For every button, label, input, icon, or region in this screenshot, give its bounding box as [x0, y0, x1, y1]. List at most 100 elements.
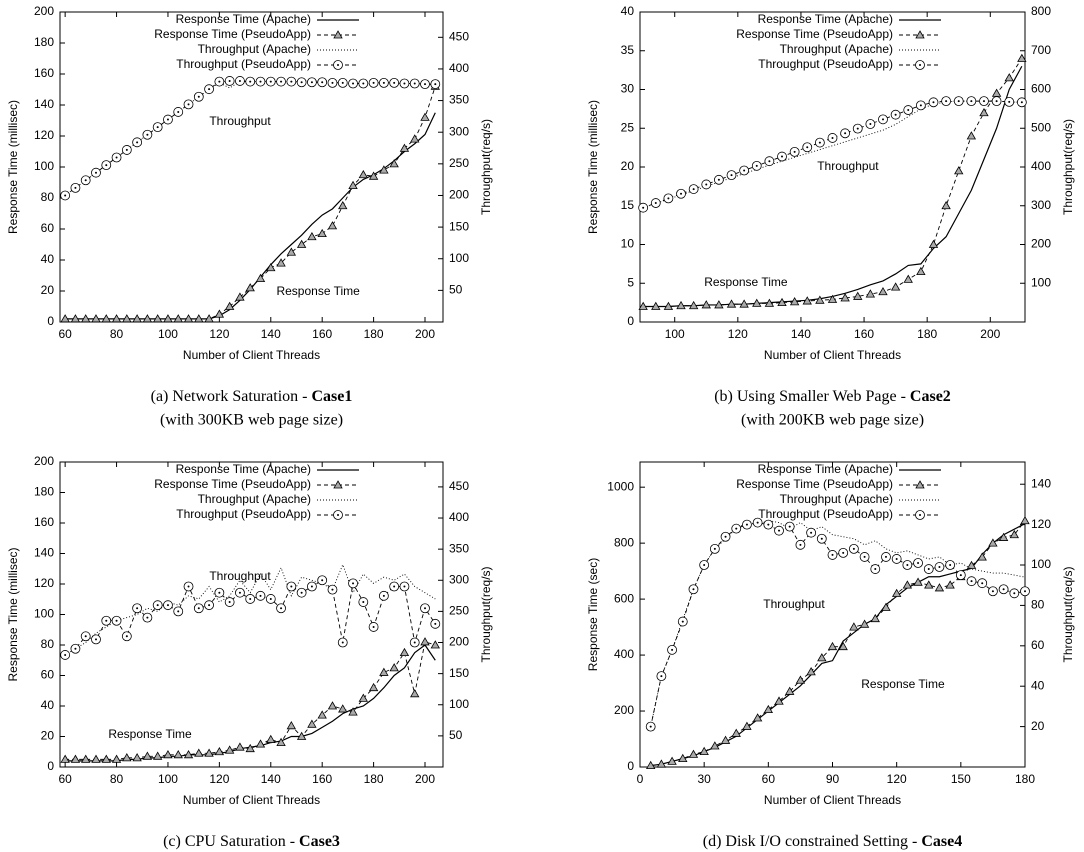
x-tick-label: 100: [158, 772, 178, 786]
circle-marker: [941, 96, 952, 107]
circle-marker: [878, 114, 888, 125]
circle-marker-dot: [249, 80, 252, 83]
annotation: Throughput: [209, 114, 271, 128]
circle-marker-dot: [756, 521, 759, 524]
circle-marker-dot: [259, 80, 262, 83]
x-tick-label: 80: [110, 772, 124, 786]
circle-marker-dot: [681, 620, 684, 623]
triangle-marker: [245, 283, 255, 292]
triangle-marker: [420, 112, 430, 121]
circle-marker-dot: [831, 136, 834, 139]
x-tick-label: 60: [58, 772, 72, 786]
circle-marker: [235, 587, 245, 598]
circle-marker-dot: [724, 535, 727, 538]
circle-marker-dot: [768, 160, 771, 163]
triangle-marker: [1017, 53, 1027, 62]
circle-marker: [183, 99, 194, 110]
circle-marker: [163, 114, 173, 125]
y2-tick-label: 40: [1031, 678, 1045, 692]
y-tick-label: 40: [41, 698, 55, 712]
y-tick-label: 5: [627, 275, 634, 289]
circle-marker-dot: [660, 675, 663, 678]
circle-marker: [173, 107, 184, 117]
triangle-marker: [214, 309, 225, 318]
circle-marker: [163, 600, 173, 611]
y-tick-label: 140: [34, 546, 54, 560]
y-axis-label: Response Time (sec): [586, 558, 600, 671]
triangle-marker: [859, 619, 870, 628]
y2-axis-label: Throughput(req/s): [1061, 119, 1075, 215]
circle-marker-dot: [927, 568, 930, 571]
triangle-marker: [389, 663, 399, 672]
circle-marker: [235, 76, 245, 86]
triangle-marker: [941, 200, 951, 210]
triangle-marker: [752, 713, 763, 722]
y-tick-label: 60: [41, 221, 55, 235]
y-tick-label: 600: [614, 591, 634, 605]
triangle-marker: [699, 746, 709, 756]
circle-marker-dot: [703, 564, 706, 567]
triangle-marker: [399, 647, 410, 657]
circle-marker: [777, 151, 787, 162]
caption: (c) CPU Saturation - Case3: [163, 833, 340, 850]
y-tick-label: 120: [34, 576, 54, 590]
y-tick-label: 15: [621, 198, 635, 212]
triangle-marker: [430, 640, 440, 649]
triangle-marker: [916, 266, 926, 276]
legend-label: Response Time (PseudoApp): [736, 477, 893, 491]
circle-marker-dot: [434, 622, 437, 625]
circle-marker-dot: [806, 146, 809, 149]
triangle-marker: [667, 756, 677, 765]
triangle-marker: [1009, 529, 1019, 539]
triangle-marker: [651, 301, 661, 310]
circle-marker-dot: [1024, 590, 1026, 593]
circle-marker-dot: [906, 564, 909, 567]
triangle-marker: [70, 314, 81, 323]
circle-marker-dot: [382, 81, 385, 84]
y2-tick-label: 150: [449, 219, 469, 233]
y2-tick-label: 200: [449, 188, 469, 202]
circle-marker-dot: [393, 585, 396, 588]
caption-bold: Case1: [311, 388, 352, 405]
y-tick-label: 100: [34, 607, 54, 621]
series-line: [64, 563, 436, 656]
circle-marker-dot: [337, 514, 339, 516]
y-tick-label: 80: [41, 637, 55, 651]
circle-marker-dot: [341, 641, 344, 644]
x-tick-label: 160: [312, 772, 332, 786]
circle-marker-dot: [352, 82, 355, 85]
triangle-marker: [785, 686, 795, 695]
circle-marker: [132, 137, 143, 148]
circle-marker-dot: [156, 126, 159, 129]
triangle-marker: [998, 532, 1009, 541]
triangle-marker: [849, 622, 859, 631]
y2-tick-label: 250: [449, 156, 469, 170]
series-line: [65, 644, 436, 762]
y2-tick-label: 200: [1031, 237, 1051, 251]
triangle-marker: [81, 754, 91, 763]
circle-marker-dot: [919, 514, 921, 516]
circle-marker: [677, 616, 688, 627]
y-tick-label: 40: [621, 4, 635, 18]
circle-marker: [795, 539, 806, 550]
triangle-marker: [368, 682, 379, 692]
circle-marker: [91, 167, 101, 178]
circle-marker-dot: [767, 523, 770, 526]
circle-marker-dot: [1013, 592, 1016, 595]
circle-marker: [132, 603, 143, 614]
circle-marker: [389, 77, 400, 88]
triangle-marker: [348, 180, 358, 189]
circle-marker: [111, 615, 122, 626]
circle-marker: [701, 179, 712, 190]
triangle-marker: [358, 693, 369, 702]
circle-marker-dot: [197, 95, 200, 98]
y-tick-label: 800: [614, 535, 634, 549]
triangle-marker: [266, 734, 276, 743]
triangle-marker: [173, 314, 183, 323]
legend-label: Throughput (PseudoApp): [758, 507, 893, 521]
circle-marker: [827, 550, 838, 560]
triangle-marker: [676, 300, 686, 310]
circle-marker-dot: [362, 82, 365, 85]
triangle-marker: [317, 710, 327, 719]
